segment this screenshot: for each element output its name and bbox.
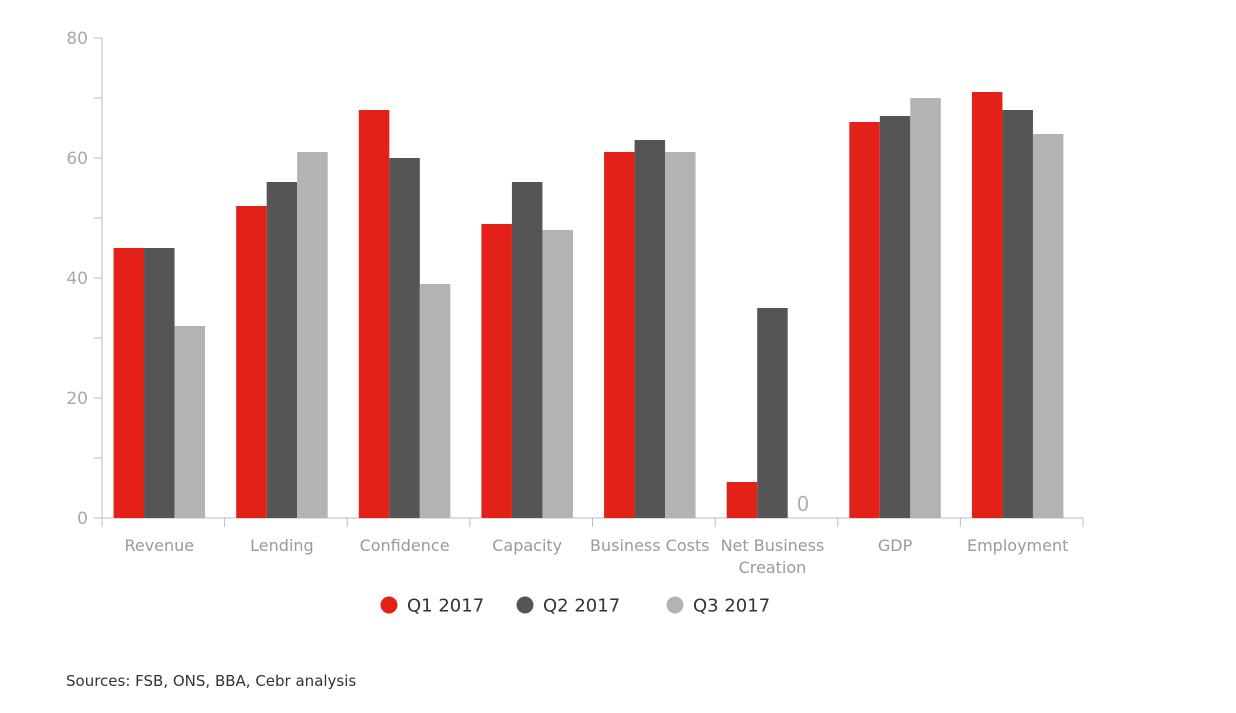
y-tick-label: 20 <box>66 389 88 409</box>
data-label: 0 <box>797 492 810 516</box>
bar <box>236 206 267 518</box>
bar <box>879 116 911 518</box>
legend-marker <box>380 596 398 614</box>
bar <box>910 98 941 518</box>
bar <box>757 308 788 518</box>
x-category-label: Revenue <box>124 536 194 555</box>
legend-label: Q3 2017 <box>693 596 770 617</box>
legend-label: Q1 2017 <box>407 596 484 617</box>
legend-marker <box>666 596 684 614</box>
x-category-label: GDP <box>878 536 913 555</box>
y-tick-label: 40 <box>66 269 88 289</box>
bar <box>849 122 880 518</box>
bar <box>266 182 298 518</box>
x-category-label: Net Business <box>721 536 825 555</box>
bar <box>481 224 512 518</box>
x-category-label: Employment <box>967 536 1068 555</box>
x-category-label: Capacity <box>492 536 562 555</box>
x-category-label: Lending <box>250 536 314 555</box>
x-category-label: Business Costs <box>590 536 710 555</box>
bar <box>174 326 206 518</box>
y-tick-label: 80 <box>66 29 88 49</box>
y-tick-label: 60 <box>66 149 88 169</box>
source-note: Sources: FSB, ONS, BBA, Cebr analysis <box>66 672 357 690</box>
bar <box>1032 134 1064 518</box>
y-tick-label: 0 <box>77 509 88 529</box>
bar <box>726 482 758 518</box>
bar <box>604 152 635 518</box>
bar <box>113 248 145 518</box>
bar <box>634 140 666 518</box>
bar <box>665 152 696 518</box>
x-category-label: Creation <box>739 558 807 577</box>
bar <box>389 158 420 518</box>
bar <box>542 230 573 518</box>
bar <box>358 110 390 518</box>
bar <box>144 248 175 518</box>
bar <box>511 182 543 518</box>
legend-marker <box>516 596 534 614</box>
bar <box>419 284 451 518</box>
bar <box>1002 110 1033 518</box>
legend-label: Q2 2017 <box>543 596 620 617</box>
bar <box>297 152 328 518</box>
bar <box>971 92 1003 518</box>
x-category-label: Confidence <box>360 536 450 555</box>
